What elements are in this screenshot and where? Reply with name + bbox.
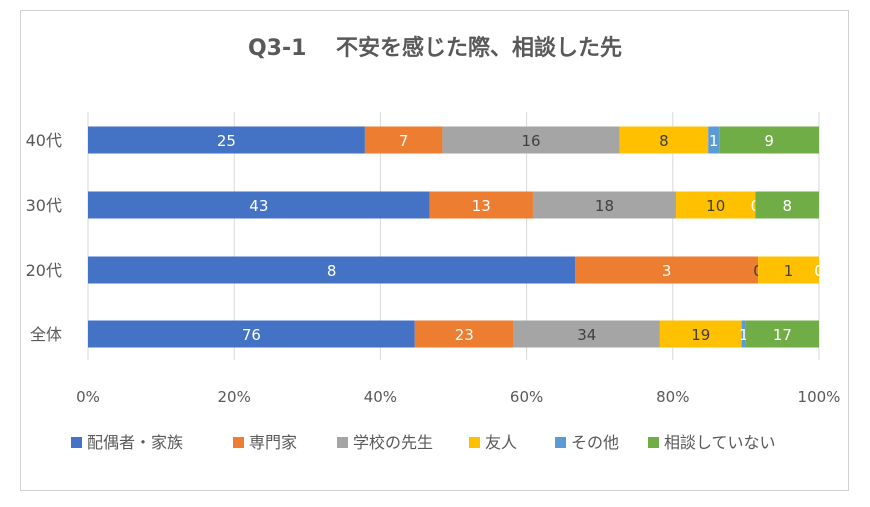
data-label: 7 xyxy=(399,132,409,150)
data-label: 43 xyxy=(249,197,268,215)
data-label: 1 xyxy=(709,132,719,150)
legend-label: 学校の先生 xyxy=(353,433,433,452)
x-tick-label: 60% xyxy=(510,388,543,406)
bar-segment xyxy=(619,126,709,154)
category-label: 40代 xyxy=(26,131,62,150)
bar-segment xyxy=(708,126,720,154)
legend-label: 相談していない xyxy=(664,433,776,452)
bar-segment xyxy=(442,126,620,154)
data-label: 8 xyxy=(659,132,669,150)
data-label: 1 xyxy=(784,262,794,280)
bar-segment xyxy=(755,191,819,219)
bar-segment xyxy=(659,320,742,348)
data-label: 0 xyxy=(814,262,824,280)
legend-label: その他 xyxy=(571,433,619,452)
data-label: 3 xyxy=(662,262,672,280)
x-tick-label: 100% xyxy=(798,388,841,406)
legend-swatch xyxy=(469,437,480,448)
bar-segment xyxy=(88,256,576,284)
data-label: 10 xyxy=(706,197,725,215)
legend-label: 専門家 xyxy=(249,433,297,452)
bar-segment xyxy=(575,256,759,284)
category-label: 全体 xyxy=(30,325,62,344)
legend-label: 配偶者・家族 xyxy=(87,433,183,452)
data-label: 23 xyxy=(455,326,474,344)
bar-segment xyxy=(758,256,819,284)
bar-segment xyxy=(88,126,365,154)
bar-segment xyxy=(532,191,676,219)
data-label: 25 xyxy=(217,132,236,150)
chart-frame xyxy=(20,10,849,491)
bar-segment xyxy=(675,191,756,219)
data-label: 8 xyxy=(782,197,792,215)
legend-swatch xyxy=(233,437,244,448)
legend-swatch xyxy=(555,437,566,448)
legend-label: 友人 xyxy=(485,433,517,452)
data-label: 19 xyxy=(691,326,710,344)
data-label: 13 xyxy=(472,197,491,215)
bar-segment xyxy=(88,320,415,348)
data-label: 16 xyxy=(521,132,540,150)
data-label: 1 xyxy=(739,326,749,344)
x-tick-label: 40% xyxy=(364,388,397,406)
bar-segment xyxy=(364,126,443,154)
bar-segment xyxy=(429,191,533,219)
data-label: 0 xyxy=(814,262,824,280)
x-axis-ticks: 0% 20% 40% 60% 80% 100% xyxy=(76,388,840,406)
data-label: 8 xyxy=(327,262,337,280)
bar-segment xyxy=(719,126,819,154)
legend-swatch xyxy=(337,437,348,448)
chart-title: Q3-1 不安を感じた際、相談した先 xyxy=(248,35,622,61)
bars: 25716819431318100883010076233419117 xyxy=(88,126,824,348)
bar-segment xyxy=(741,320,746,348)
legend-swatch xyxy=(71,437,82,448)
bar-segment xyxy=(513,320,660,348)
bar-segment xyxy=(745,320,819,348)
data-label: 9 xyxy=(764,132,774,150)
legend: 配偶者・家族 専門家 学校の先生 友人 その他 相談していない xyxy=(71,433,776,452)
category-label: 20代 xyxy=(26,261,62,280)
x-tick-label: 80% xyxy=(656,388,689,406)
x-tick-label: 20% xyxy=(218,388,251,406)
data-label: 76 xyxy=(242,326,261,344)
data-label: 18 xyxy=(595,197,614,215)
bar-segment xyxy=(88,191,430,219)
legend-swatch xyxy=(648,437,659,448)
category-label: 30代 xyxy=(26,196,62,215)
data-label: 34 xyxy=(577,326,596,344)
bar-segment xyxy=(414,320,514,348)
x-tick-label: 0% xyxy=(76,388,100,406)
data-label: 17 xyxy=(773,326,792,344)
